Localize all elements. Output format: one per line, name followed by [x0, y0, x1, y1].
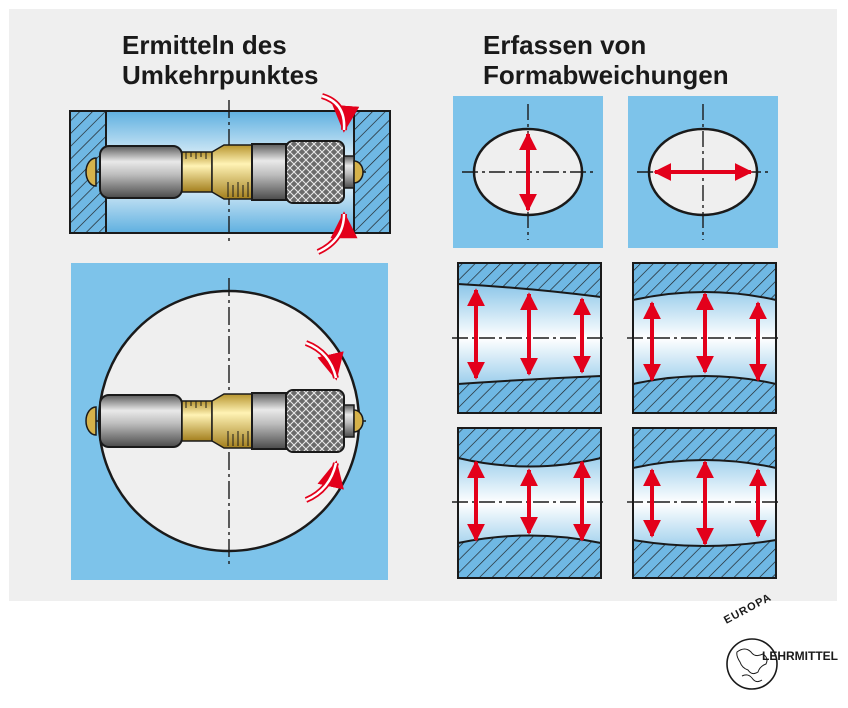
oval-horizontal-measure	[628, 96, 778, 248]
bore-taper	[452, 262, 607, 414]
title-left: Ermitteln des Umkehrpunktes	[122, 30, 319, 90]
micrometer-icon	[85, 389, 364, 453]
title-right-line2: Formabweichungen	[483, 60, 729, 90]
bore-barrel	[627, 262, 782, 414]
bore-section-upper	[69, 93, 391, 255]
bore-barrel-2	[627, 427, 782, 579]
circle-view	[71, 263, 388, 580]
bore-hourglass	[452, 427, 607, 579]
title-left-line1: Ermitteln des	[122, 30, 287, 60]
title-right: Erfassen von Formabweichungen	[483, 30, 729, 90]
title-left-line2: Umkehrpunktes	[122, 60, 319, 90]
oval-vertical-measure	[453, 96, 603, 248]
micrometer-icon	[85, 140, 364, 204]
title-right-line1: Erfassen von	[483, 30, 647, 60]
europa-lehrmittel-logo	[726, 638, 778, 690]
logo-side-text: LEHRMITTEL	[762, 649, 838, 663]
